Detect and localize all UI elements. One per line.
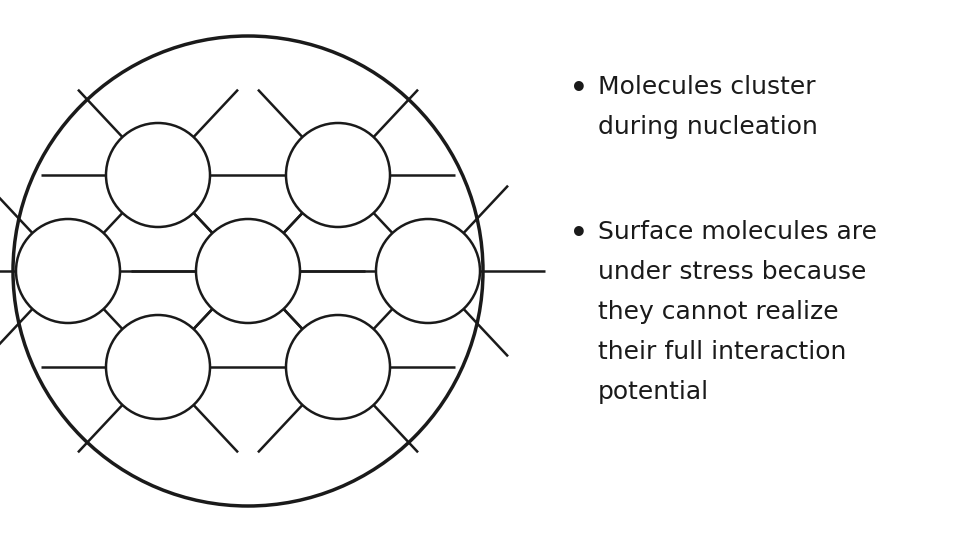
Text: under stress because: under stress because xyxy=(598,260,867,284)
Circle shape xyxy=(286,123,390,227)
Circle shape xyxy=(376,219,480,323)
Text: during nucleation: during nucleation xyxy=(598,115,818,139)
Text: Surface molecules are: Surface molecules are xyxy=(598,220,877,244)
Text: Molecules cluster: Molecules cluster xyxy=(598,75,816,99)
Text: their full interaction: their full interaction xyxy=(598,340,846,364)
Text: •: • xyxy=(570,220,587,248)
Circle shape xyxy=(106,123,210,227)
Circle shape xyxy=(106,315,210,419)
Text: potential: potential xyxy=(598,380,709,404)
Circle shape xyxy=(286,315,390,419)
Circle shape xyxy=(196,219,300,323)
Text: •: • xyxy=(570,75,587,103)
Text: they cannot realize: they cannot realize xyxy=(598,300,839,324)
Circle shape xyxy=(16,219,120,323)
